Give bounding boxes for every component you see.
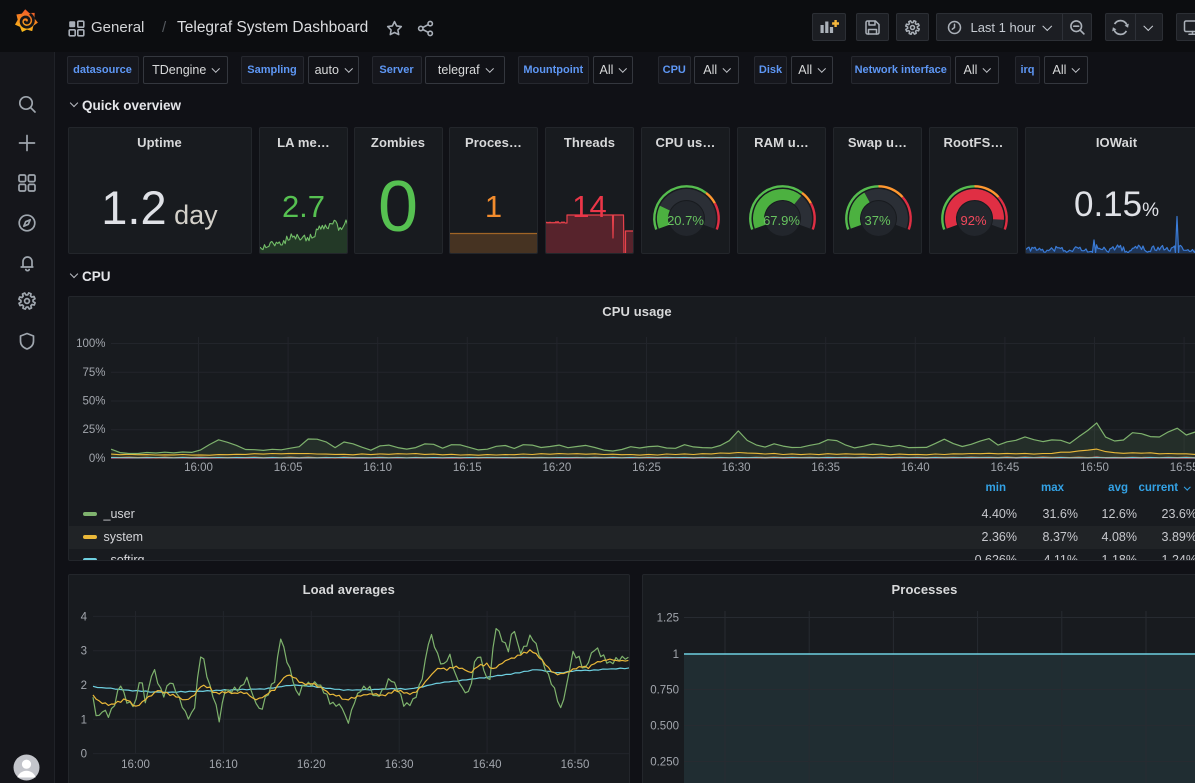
svg-text:0.500: 0.500 (650, 720, 679, 732)
svg-text:1.25: 1.25 (657, 612, 679, 624)
svg-text:1: 1 (80, 714, 86, 726)
svg-text:0%: 0% (88, 453, 105, 465)
svg-text:4: 4 (80, 611, 87, 623)
svg-text:16:00: 16:00 (184, 462, 213, 474)
svg-text:50%: 50% (82, 395, 105, 407)
svg-text:16:40: 16:40 (472, 759, 501, 771)
svg-text:16:50: 16:50 (560, 759, 589, 771)
svg-text:25%: 25% (82, 424, 105, 436)
svg-text:16:50: 16:50 (1080, 462, 1109, 474)
svg-text:16:30: 16:30 (721, 462, 750, 474)
svg-text:16:00: 16:00 (121, 759, 150, 771)
svg-text:16:25: 16:25 (632, 462, 661, 474)
svg-text:16:20: 16:20 (296, 759, 325, 771)
svg-text:75%: 75% (82, 366, 105, 378)
svg-text:16:20: 16:20 (542, 462, 571, 474)
svg-text:16:45: 16:45 (990, 462, 1019, 474)
svg-text:16:55: 16:55 (1169, 462, 1195, 474)
svg-text:0.250: 0.250 (650, 756, 679, 768)
svg-text:16:15: 16:15 (452, 462, 481, 474)
svg-text:0: 0 (80, 748, 86, 760)
svg-text:16:35: 16:35 (811, 462, 840, 474)
svg-text:16:05: 16:05 (273, 462, 302, 474)
svg-text:100%: 100% (76, 338, 105, 350)
svg-text:0.750: 0.750 (650, 684, 679, 696)
svg-text:1: 1 (673, 649, 679, 661)
svg-text:16:40: 16:40 (900, 462, 929, 474)
svg-text:16:10: 16:10 (209, 759, 238, 771)
svg-text:2: 2 (80, 680, 86, 692)
svg-text:3: 3 (80, 645, 86, 657)
svg-text:16:30: 16:30 (384, 759, 413, 771)
svg-text:16:10: 16:10 (363, 462, 392, 474)
